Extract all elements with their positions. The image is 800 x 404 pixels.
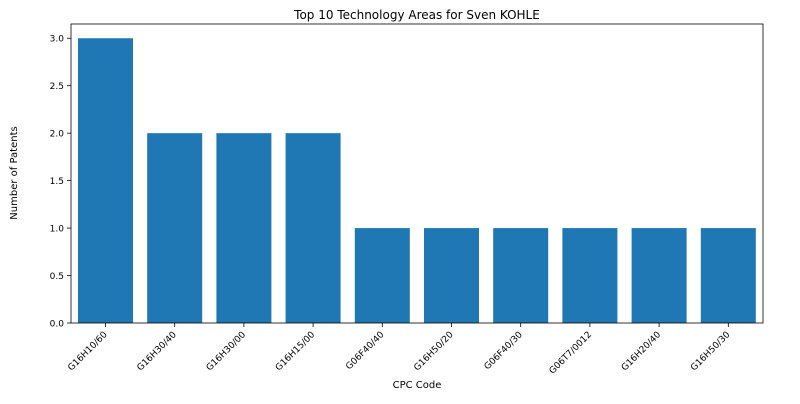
x-tick-label: G16H15/00 xyxy=(274,330,317,373)
bar-G16H10/60 xyxy=(78,38,133,323)
x-tick-label: G16H10/60 xyxy=(66,330,109,373)
y-tick-label: 0.0 xyxy=(50,320,65,330)
bar-G16H15/00 xyxy=(286,133,341,323)
bar-G16H20/40 xyxy=(632,228,687,323)
chart-title: Top 10 Technology Areas for Sven KOHLE xyxy=(293,8,540,22)
y-tick-label: 1.5 xyxy=(50,177,64,187)
y-tick-label: 0.5 xyxy=(50,272,64,282)
bar-chart: Top 10 Technology Areas for Sven KOHLE 0… xyxy=(0,0,800,400)
y-tick-label: 3.0 xyxy=(50,35,65,45)
bar-G16H30/00 xyxy=(216,133,271,323)
x-axis-label: CPC Code xyxy=(393,380,442,391)
x-tick-label: G16H30/40 xyxy=(136,330,179,373)
bar-G06T7/0012 xyxy=(562,228,617,323)
x-axis: G16H10/60 G16H30/40 G16H30/00 G16H15/00 G06F… xyxy=(66,323,732,376)
chart-container: Top 10 Technology Areas for Sven KOHLE 0… xyxy=(0,0,800,400)
bar-G06F40/40 xyxy=(355,228,410,323)
y-axis-label: Number of Patents xyxy=(9,126,20,219)
bar-G16H50/20 xyxy=(424,228,479,323)
bar-G16H50/30 xyxy=(701,228,756,323)
x-tick-label: G16H50/30 xyxy=(689,330,732,373)
x-tick-label: G06F40/40 xyxy=(344,330,386,372)
y-axis: 0.0 0.5 1.0 1.5 2.0 2.5 3.0 xyxy=(50,35,71,330)
bar-G16H30/40 xyxy=(147,133,202,323)
x-tick-label: G06T7/0012 xyxy=(548,330,594,376)
x-tick-label: G06F40/30 xyxy=(483,330,525,372)
bar-G06F40/30 xyxy=(493,228,548,323)
y-tick-label: 2.0 xyxy=(50,130,65,140)
y-tick-label: 1.0 xyxy=(50,225,65,235)
x-tick-label: G16H30/00 xyxy=(205,330,248,373)
y-tick-label: 2.5 xyxy=(50,82,64,92)
x-tick-label: G16H50/20 xyxy=(412,330,455,373)
bars-group xyxy=(78,38,756,323)
x-tick-label: G16H20/40 xyxy=(620,330,663,373)
